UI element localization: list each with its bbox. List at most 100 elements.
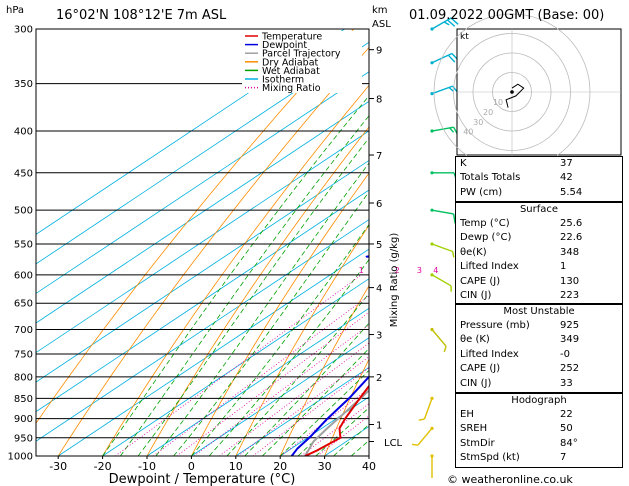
isotherm-line [36, 189, 369, 413]
km-tick-label: 5 [376, 240, 382, 251]
wind-barb-flag [448, 86, 454, 92]
legend-label: Mixing Ratio [262, 83, 321, 94]
hodograph-stat-value: 84° [560, 437, 578, 449]
wind-barb-staff [431, 329, 447, 347]
hodograph-ring-label: 40 [463, 128, 473, 137]
index-label: K [460, 158, 467, 169]
lcl-label: LCL [384, 438, 403, 449]
surface-value: 25.6 [560, 218, 583, 229]
wind-barb-staff [423, 398, 433, 420]
pressure-tick-label: 400 [14, 127, 33, 138]
hodograph-ring-label: 10 [493, 98, 503, 107]
pressure-tick-label: 300 [14, 25, 33, 36]
x-tick-label: 10 [229, 460, 243, 473]
index-value: 37 [560, 158, 573, 169]
km-tick-label: 7 [376, 151, 382, 162]
surface-row: Lifted Index 1 [456, 260, 622, 274]
wet-adiabat-line [315, 407, 369, 456]
surface-label: θe(K) [460, 246, 487, 258]
hodograph-stat-label: StmSpd (kt) [460, 452, 520, 464]
km-tick-label: 8 [376, 95, 382, 106]
mixing-ratio-line [317, 415, 369, 456]
surface-row: Temp (°C) 25.6 [456, 217, 622, 231]
isotherm-line [36, 41, 369, 265]
parcel-trajectory-line [304, 388, 369, 456]
wet-adiabat-line [208, 258, 369, 456]
legend-label: Temperature [261, 32, 322, 43]
surface-label: CAPE (J) [460, 275, 501, 287]
wind-barb-staff [431, 209, 454, 215]
most-unstable-row: CAPE (J) 252 [456, 362, 622, 376]
isotherm-line [36, 100, 369, 324]
surface-title: Surface [519, 204, 559, 215]
surface-value: 22.6 [560, 232, 583, 244]
most-unstable-label: θe (K) [460, 334, 490, 346]
pressure-tick-label: 550 [14, 239, 33, 250]
mixing-ratio-label: 2 [395, 266, 400, 275]
wind-barb-flag [418, 418, 425, 421]
isotherm-line [235, 366, 369, 456]
pressure-tick-label: 950 [14, 433, 33, 444]
hodograph-stats-title: Hodograph [511, 395, 567, 406]
surface-value: 348 [560, 246, 580, 258]
surface-value: 130 [560, 275, 580, 287]
hodograph-stat-row: StmSpd (kt) 7 [456, 451, 622, 465]
index-value: 5.54 [560, 186, 583, 198]
most-unstable-label: Pressure (mb) [460, 320, 530, 331]
pressure-tick-label: 600 [14, 270, 33, 281]
most-unstable-row: CIN (J) 33 [456, 377, 622, 391]
wind-barb-flag [443, 21, 450, 26]
x-tick-label: -10 [138, 460, 156, 473]
legend-label: Dry Adiabat [262, 57, 319, 68]
pressure-tick-label: 800 [14, 372, 33, 383]
wind-barb-flag [447, 19, 456, 27]
pressure-tick-label: 700 [14, 325, 33, 336]
mixing-ratio-label: 4 [433, 266, 438, 275]
wind-barb-flag [443, 346, 447, 353]
isotherm-line [36, 130, 369, 354]
datetime-title: 01.09.2022 00GMT (Base: 00) [409, 8, 604, 23]
surface-value: 223 [560, 289, 580, 301]
surface-value: 1 [560, 261, 567, 273]
index-value: 42 [560, 172, 573, 184]
x-tick-label: 0 [188, 460, 195, 473]
hpa-label: hPa [6, 5, 24, 16]
temperature-line [304, 384, 369, 456]
wind-barb-flag [452, 213, 456, 224]
isotherm-line [57, 248, 369, 456]
wind-barb-flag [449, 127, 455, 133]
hodograph-center [510, 90, 514, 94]
surface-label: Temp (°C) [460, 218, 510, 229]
x-axis-label: Dewpoint / Temperature (°C) [109, 472, 296, 486]
wind-barb-flag [450, 17, 459, 25]
dry-adiabat-line [57, 46, 369, 456]
most-unstable-row: θe (K) 349 [456, 333, 622, 347]
mixing-ratio-line [176, 311, 369, 456]
mixing-ratio-line [153, 295, 369, 456]
legend-label: Isotherm [262, 75, 304, 86]
surface-row: CIN (J) 223 [456, 289, 622, 303]
index-label: Totals Totals [460, 172, 521, 184]
most-unstable-value: 925 [560, 320, 580, 331]
pressure-tick-label: 1000 [8, 452, 33, 463]
pressure-tick-label: 450 [14, 168, 33, 179]
x-tick-label: -20 [94, 460, 112, 473]
surface-row: Dewp (°C) 22.6 [456, 231, 622, 245]
km-tick-label: 9 [376, 46, 382, 57]
isotherm-line [36, 29, 345, 235]
x-tick-label: 20 [273, 460, 287, 473]
asl-label: ASL [372, 19, 391, 30]
isotherm-line [36, 219, 369, 442]
surface-label: Dewp (°C) [460, 232, 512, 244]
most-unstable-label: CAPE (J) [460, 363, 501, 375]
km-label: km [372, 5, 388, 16]
isotherm-line [146, 307, 369, 456]
hodograph-ring-label: 30 [473, 118, 483, 127]
pressure-tick-label: 850 [14, 394, 33, 405]
km-tick-label: 3 [376, 331, 382, 342]
x-tick-label: 30 [318, 460, 332, 473]
dry-adiabat-line [324, 358, 369, 456]
hodograph-stat-row: EH 22 [456, 408, 622, 422]
most-unstable-row: Lifted Index -0 [456, 348, 622, 362]
